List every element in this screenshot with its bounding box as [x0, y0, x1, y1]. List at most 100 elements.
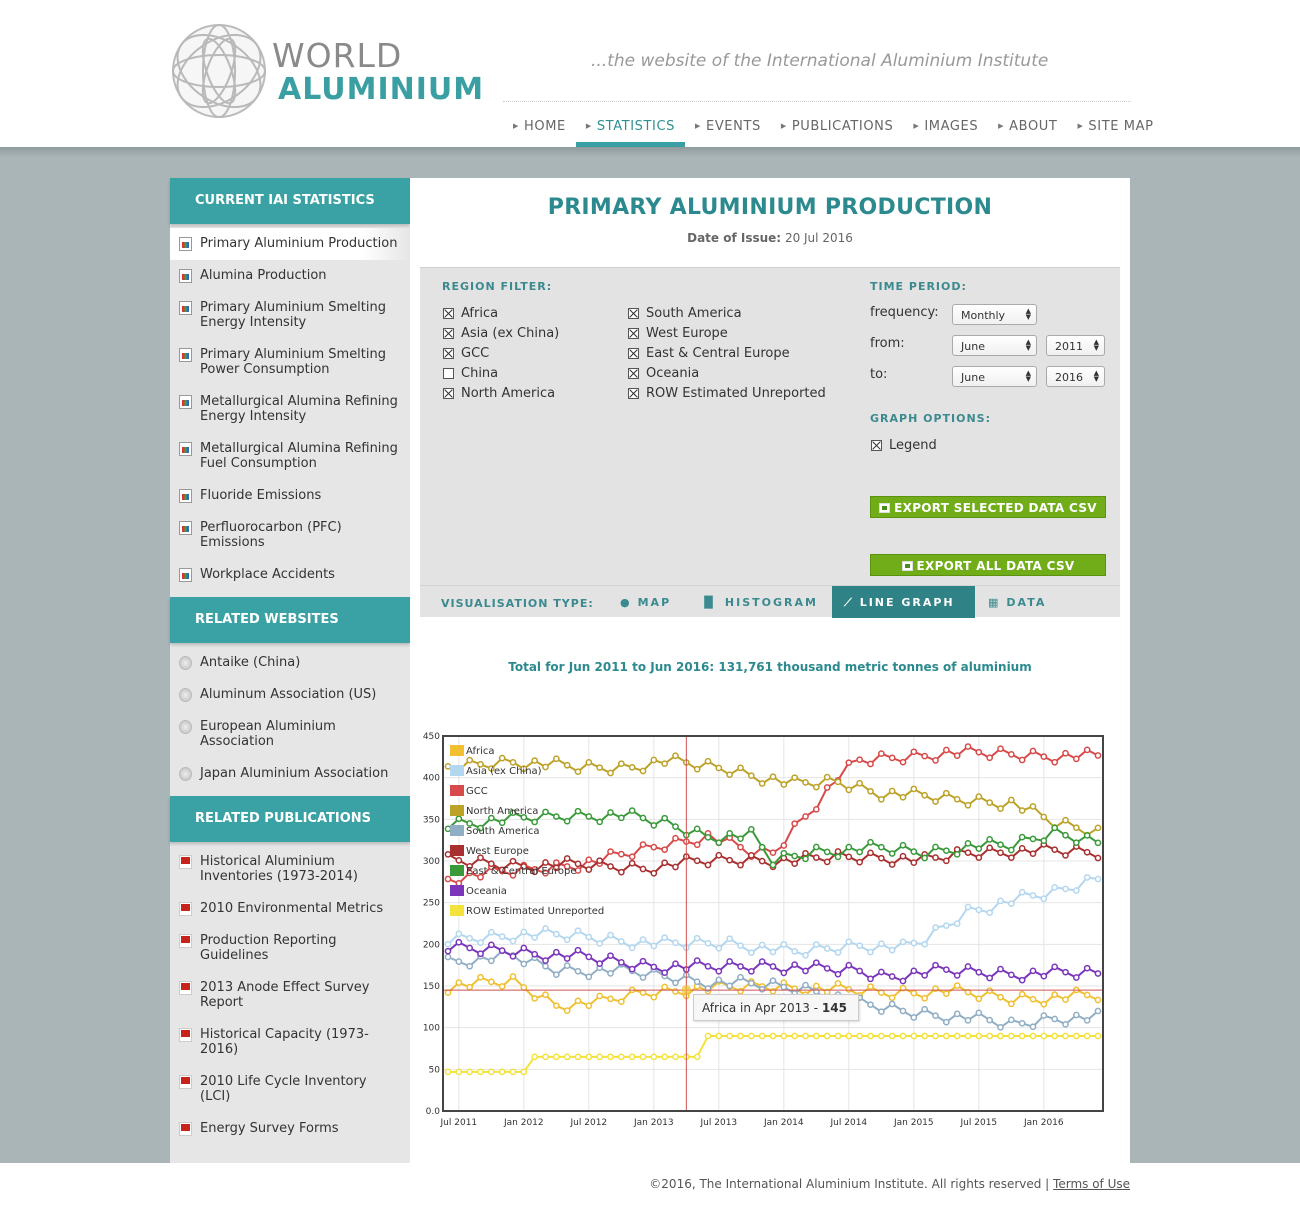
from-month-select[interactable]: June ▲ ▼ — [952, 335, 1037, 356]
data-point — [867, 1001, 874, 1009]
region-checkbox-row-unreported[interactable]: ROW Estimated Unreported — [628, 386, 826, 401]
pub-life-cycle-inventory[interactable]: 2010 Life Cycle Inventory (LCI) — [170, 1066, 410, 1113]
data-point — [552, 948, 560, 956]
data-point — [574, 927, 582, 935]
region-checkbox-asia[interactable]: Asia (ex China) — [443, 326, 559, 341]
sidebar-item-refining-energy-intensity[interactable]: Metallurgical Alumina Refining Energy In… — [170, 386, 410, 433]
vis-option-map[interactable]: ● MAP — [620, 586, 692, 618]
sidebar-item-fluoride-emissions[interactable]: Fluoride Emissions — [170, 480, 410, 512]
region-checkbox-north-america[interactable]: North America — [443, 386, 555, 401]
data-point — [834, 1032, 842, 1040]
to-year-select[interactable]: 2016 ▲ ▼ — [1046, 366, 1105, 387]
data-point — [997, 897, 1004, 905]
data-point — [791, 820, 799, 828]
nav-events[interactable]: ▶ EVENTS — [685, 118, 771, 147]
data-point — [1062, 1020, 1069, 1028]
data-point — [1072, 755, 1080, 763]
sidebar-item-pfc-emissions[interactable]: Perfluorocarbon (PFC) Emissions — [170, 512, 410, 559]
from-year-select[interactable]: 2011 ▲ ▼ — [1046, 335, 1105, 356]
frequency-select[interactable]: Monthly ▲ ▼ — [952, 304, 1037, 325]
legend-checkbox[interactable]: Legend — [871, 438, 937, 453]
time-period-label: TIME PERIOD: — [870, 280, 967, 293]
data-point — [726, 982, 734, 990]
visualisation-type-label: VISUALISATION TYPE: — [441, 597, 594, 610]
sidebar-item-smelting-power-consumption[interactable]: Primary Aluminium Smelting Power Consump… — [170, 339, 410, 386]
globe-logo-icon — [172, 24, 266, 118]
region-checkbox-east-central-europe[interactable]: East & Central Europe — [628, 346, 790, 361]
terms-of-use-link[interactable]: Terms of Use — [1053, 1177, 1130, 1191]
link-antaike[interactable]: Antaike (China) — [170, 647, 410, 679]
data-point — [520, 960, 528, 968]
region-checkbox-gcc[interactable]: GCC — [443, 346, 489, 361]
to-month-select[interactable]: June ▲ ▼ — [952, 366, 1037, 387]
sidebar-item-alumina-production[interactable]: Alumina Production — [170, 260, 410, 292]
data-point — [1018, 888, 1026, 896]
sidebar-item-primary-aluminium-production[interactable]: Primary Aluminium Production — [170, 228, 410, 260]
nav-statistics[interactable]: ▶ STATISTICS — [575, 118, 686, 147]
data-point — [845, 1032, 853, 1040]
data-point — [1029, 850, 1037, 858]
sidebar-item-refining-fuel-consumption[interactable]: Metallurgical Alumina Refining Fuel Cons… — [170, 433, 410, 480]
data-point — [509, 952, 517, 960]
nav-images[interactable]: ▶ IMAGES — [903, 118, 988, 147]
data-point — [607, 769, 614, 777]
vis-option-label: HISTOGRAM — [724, 596, 818, 609]
checkbox-label: Asia (ex China) — [461, 326, 560, 341]
export-all-button[interactable]: EXPORT ALL DATA CSV — [870, 554, 1106, 576]
data-point — [1051, 883, 1059, 891]
sidebar-item-smelting-energy-intensity[interactable]: Primary Aluminium Smelting Energy Intens… — [170, 292, 410, 339]
nav-publications[interactable]: ▶ PUBLICATIONS — [771, 118, 903, 147]
link-japan-aluminium-association[interactable]: Japan Aluminium Association — [170, 758, 410, 790]
data-point — [661, 760, 669, 768]
data-point — [942, 922, 950, 929]
pub-production-reporting-guidelines[interactable]: Production Reporting Guidelines — [170, 925, 410, 972]
region-checkbox-africa[interactable]: Africa — [443, 306, 498, 321]
spreadsheet-icon — [879, 503, 891, 513]
data-point — [672, 1053, 679, 1061]
export-selected-button[interactable]: EXPORT SELECTED DATA CSV — [870, 496, 1106, 518]
region-checkbox-oceania[interactable]: Oceania — [628, 366, 699, 381]
data-point — [975, 1009, 983, 1017]
data-point — [607, 863, 614, 870]
nav-about[interactable]: ▶ ABOUT — [988, 118, 1067, 147]
data-point — [780, 969, 788, 977]
globe-icon — [179, 688, 192, 702]
data-point — [509, 1068, 517, 1076]
data-point — [1062, 885, 1069, 893]
link-aluminum-association[interactable]: Aluminum Association (US) — [170, 679, 410, 711]
globe-icon — [179, 656, 192, 670]
data-point — [1062, 831, 1069, 839]
nav-site-map[interactable]: ▶ SITE MAP — [1067, 118, 1163, 147]
region-checkbox-south-america[interactable]: South America — [628, 306, 742, 321]
data-point — [715, 839, 723, 847]
pub-historical-capacity[interactable]: Historical Capacity (1973-2016) — [170, 1019, 410, 1066]
data-point — [487, 928, 495, 936]
data-point — [585, 1053, 593, 1061]
data-point — [932, 757, 939, 764]
pub-anode-effect-survey[interactable]: 2013 Anode Effect Survey Report — [170, 972, 410, 1019]
data-point — [834, 970, 842, 978]
region-checkbox-china[interactable]: China — [443, 366, 498, 381]
region-checkbox-west-europe[interactable]: West Europe — [628, 326, 728, 341]
data-point — [650, 822, 658, 829]
link-european-aluminium-association[interactable]: European Aluminium Association — [170, 711, 410, 758]
world-aluminium-logo[interactable]: WORLD ALUMINIUM — [170, 22, 483, 122]
select-arrows-icon: ▲ ▼ — [1025, 338, 1031, 352]
pub-energy-survey-forms[interactable]: Energy Survey Forms — [170, 1113, 410, 1145]
pub-2010-environmental-metrics[interactable]: 2010 Environmental Metrics — [170, 893, 410, 925]
checkbox-label: West Europe — [646, 326, 728, 341]
sidebar-item-label: 2013 Anode Effect Survey Report — [200, 980, 370, 1010]
data-point — [737, 835, 744, 843]
pub-historical-inventories[interactable]: Historical Aluminium Inventories (1973-2… — [170, 846, 410, 893]
caret-right-icon: ▶ — [513, 122, 519, 130]
sidebar-item-workplace-accidents[interactable]: Workplace Accidents — [170, 559, 410, 591]
vis-option-histogram[interactable]: ▐▌ HISTOGRAM — [700, 586, 830, 618]
vis-option-data[interactable]: ▦ DATA — [988, 586, 1068, 618]
sidebar-item-label: Primary Aluminium Smelting Power Consump… — [200, 347, 386, 377]
data-point — [466, 820, 474, 827]
data-point — [932, 1012, 939, 1020]
highlight-point — [681, 985, 692, 996]
nav-home[interactable]: ▶ HOME — [503, 118, 576, 147]
vis-option-line-graph[interactable]: ⟋ LINE GRAPH — [832, 586, 975, 618]
data-point — [1072, 887, 1080, 894]
